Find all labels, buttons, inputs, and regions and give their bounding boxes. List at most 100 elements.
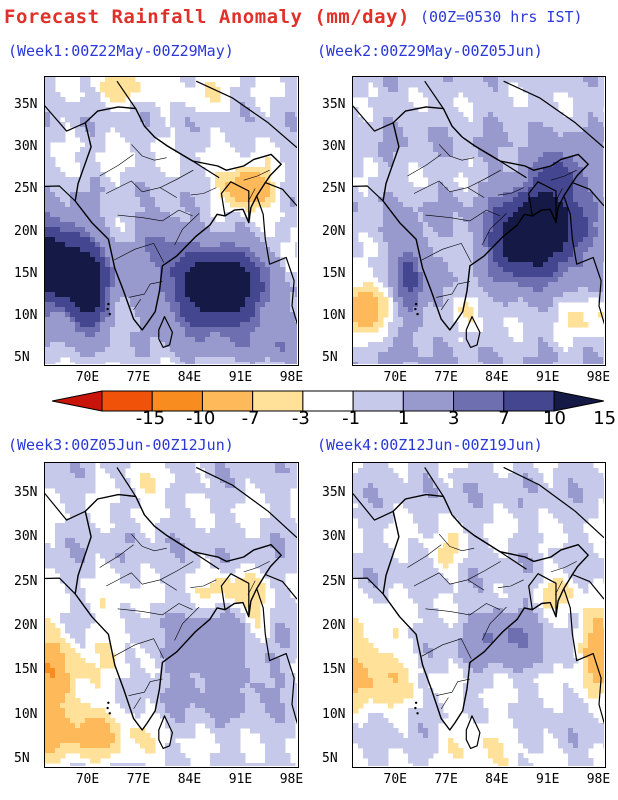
coastline (424, 467, 444, 497)
state-boundary (554, 188, 563, 202)
state-boundary (421, 638, 472, 660)
island (108, 712, 111, 715)
coastline (45, 492, 86, 521)
panel-1-title: (Week1:00Z22May-00Z29May) (8, 42, 234, 60)
state-boundary (131, 533, 167, 552)
coastline (528, 181, 557, 223)
state-boundary (106, 572, 177, 591)
coastline (195, 466, 297, 539)
lon-label: 77E (126, 370, 151, 385)
colorbar-segment (402, 390, 455, 412)
colorbar-segment (453, 390, 505, 412)
state-boundary (467, 561, 501, 581)
lon-label: 70E (383, 370, 408, 385)
colorbar-tick-label: 7 (498, 408, 510, 429)
coastline (256, 588, 297, 725)
week3-map (44, 462, 299, 768)
colorbar (52, 390, 604, 412)
state-boundary (497, 187, 524, 196)
state-boundary (425, 603, 501, 616)
coastline (563, 195, 604, 325)
state-boundary (117, 209, 193, 222)
state-boundary (133, 697, 142, 710)
lat-label: 30N (14, 139, 38, 155)
lat-label: 5N (14, 751, 30, 767)
panel-2-title: (Week2:00Z29May-00Z05Jun) (317, 42, 543, 60)
lat-label: 35N (14, 485, 38, 501)
lon-label: 91E (228, 370, 253, 385)
colorbar-tick-label: 10 (543, 408, 566, 429)
coastline (167, 145, 220, 179)
state-boundary (99, 154, 134, 177)
lat-label: 25N (322, 181, 346, 197)
lat-label: 15N (322, 265, 346, 281)
sri-lanka-coast (465, 316, 481, 348)
colorbar-low-arrow (52, 390, 103, 412)
island (416, 712, 419, 715)
state-boundary (174, 606, 200, 641)
state-boundary (481, 213, 507, 246)
coastline (116, 80, 137, 109)
sri-lanka-coast (158, 316, 174, 348)
coastline (474, 145, 527, 179)
lon-label: 98E (586, 370, 611, 385)
coastline (353, 577, 384, 595)
state-boundary (438, 144, 475, 161)
state-boundary (128, 281, 163, 298)
anomaly-field (353, 463, 604, 766)
coastline (528, 573, 557, 617)
lat-label: 35N (322, 485, 346, 501)
colorbar-tick-label: -15 (135, 408, 166, 429)
anomaly-field (45, 463, 297, 766)
state-boundary (113, 243, 165, 263)
state-boundary (438, 533, 475, 552)
state-boundary (421, 243, 472, 263)
lat-label: 5N (14, 349, 30, 365)
india-boundary (382, 106, 589, 331)
lat-label: 30N (322, 529, 346, 545)
colorbar-tick-label: 1 (397, 408, 410, 429)
state-boundary (436, 281, 470, 298)
coastline (265, 573, 297, 600)
week4-map (352, 462, 606, 768)
state-boundary (497, 579, 524, 588)
state-boundary (160, 169, 194, 188)
lat-label: 10N (322, 307, 346, 323)
lon-label: 84E (177, 772, 202, 787)
lat-label: 30N (14, 529, 38, 545)
state-boundary (550, 169, 577, 181)
colorbar-tick-label: 3 (448, 408, 460, 429)
state-boundary (407, 154, 442, 177)
india-boundary (382, 493, 589, 731)
coastline (256, 195, 297, 325)
state-boundary (99, 544, 134, 568)
island (106, 307, 109, 311)
state-boundary (243, 169, 270, 181)
state-boundary (128, 678, 163, 696)
state-boundary (243, 561, 270, 573)
state-boundary (550, 561, 577, 573)
state-boundary (247, 188, 256, 202)
state-boundary (133, 298, 142, 311)
sri-lanka-coast (465, 715, 481, 749)
lat-label: 10N (14, 706, 38, 722)
lat-label: 20N (14, 618, 38, 634)
lon-label: 98E (279, 370, 304, 385)
lat-label: 25N (322, 573, 346, 589)
lon-label: 91E (535, 772, 560, 787)
island (414, 706, 417, 710)
state-boundary (247, 580, 256, 595)
colorbar-tick-label: -7 (241, 408, 260, 429)
lon-label: 77E (126, 772, 151, 787)
lat-label: 10N (322, 706, 346, 722)
coastline (474, 535, 527, 570)
lon-label: 91E (228, 772, 253, 787)
state-boundary (190, 579, 217, 588)
lon-label: 84E (485, 772, 509, 787)
lat-label: 30N (322, 139, 346, 155)
coastline (424, 80, 444, 109)
week2-map (352, 76, 606, 366)
state-boundary (467, 169, 501, 188)
lon-label: 70E (75, 772, 100, 787)
lon-label: 98E (279, 772, 304, 787)
